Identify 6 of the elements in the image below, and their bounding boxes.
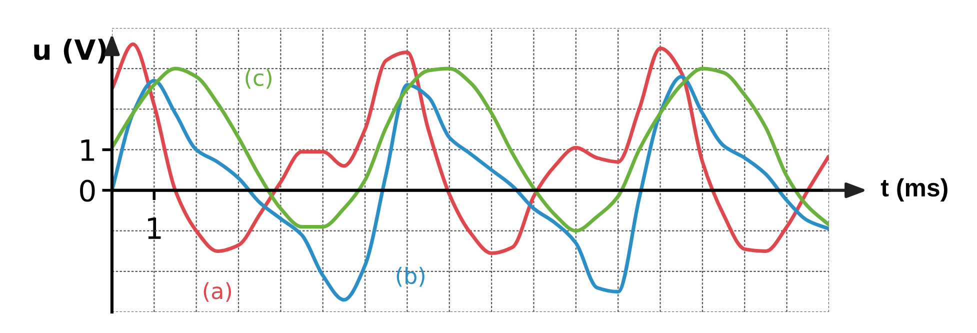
series-label: (a) [204,282,231,302]
series-label: (c) [246,68,272,89]
x-axis-title: t (ms) [880,178,948,202]
y-axis-title: u (V) [34,38,106,64]
y-tick-label: 0 [80,180,95,202]
series-label: (b) [396,266,424,287]
